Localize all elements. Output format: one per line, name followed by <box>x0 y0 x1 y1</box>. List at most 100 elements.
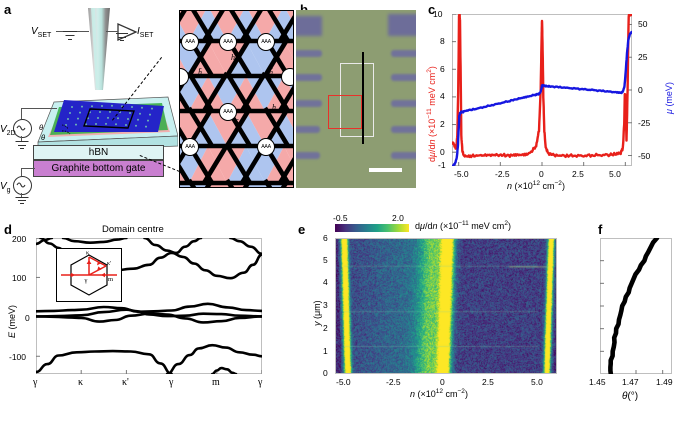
xtick-d: κ' <box>122 377 129 388</box>
xaxis-label-f: θ(°) <box>622 391 639 402</box>
xtick-f: 1.45 <box>589 377 606 387</box>
electrode-finger <box>391 100 416 107</box>
ground-symbol-iset <box>116 33 128 43</box>
electrode-finger <box>296 50 322 57</box>
ground-symbol-vset <box>63 31 77 43</box>
ytick2-c: 50 <box>638 19 648 29</box>
electrode-finger <box>296 126 320 133</box>
xtick-d: γ <box>169 377 174 388</box>
xtick-e: -5.0 <box>336 377 351 387</box>
electrode-pad-left <box>296 16 322 36</box>
vg-wire-b <box>21 193 23 197</box>
xtick-c: 5.0 <box>609 169 621 179</box>
ytick-e: 5 <box>323 255 328 265</box>
yaxis-label-c: dμ/dn (×10−11 meV cm2) <box>426 66 437 162</box>
domain-label-hbar: h̄ <box>269 68 273 77</box>
ytick-c: 6 <box>440 64 445 74</box>
xtick-e: 0 <box>440 377 445 387</box>
svg-text:m: m <box>108 276 113 283</box>
plot-area-c <box>452 14 632 166</box>
xtick-f: 1.49 <box>656 377 673 387</box>
ytick-d: -100 <box>9 352 27 362</box>
ytick-c: 8 <box>440 36 445 46</box>
panel-d-chart: Domain centre κ κ' γ m <box>7 224 262 388</box>
ground-symbol-vg <box>15 197 28 205</box>
xtick-c: 0 <box>539 169 544 179</box>
svg-text:κ: κ <box>86 250 90 257</box>
ytick2-c: 25 <box>638 52 648 62</box>
domain-label-hbar: h̄ <box>198 68 202 77</box>
aaa-site: AAA <box>257 138 275 156</box>
i-set-wire <box>106 31 118 33</box>
band-structure-d <box>36 238 262 374</box>
svg-text:γ: γ <box>84 277 88 284</box>
ground-symbol-v2d <box>15 141 28 152</box>
vg-wire-h <box>21 168 35 170</box>
panel-c-chart: 10 8 6 4 2 0 -1 50 25 0 -25 -50 -5.0 -2.… <box>426 9 674 191</box>
electrode-finger <box>391 74 416 81</box>
electrode-finger <box>296 152 320 159</box>
ytick2-c: 0 <box>638 85 643 95</box>
aaa-site: AAA <box>219 33 237 51</box>
panel-a: a VSET ISET <box>0 0 295 205</box>
ytick-d: 0 <box>25 313 30 323</box>
yaxis-label-e: y (μm) <box>312 300 322 326</box>
ytick-e: 6 <box>323 233 328 243</box>
xtick-d: κ <box>78 377 84 388</box>
xtick-e: -2.5 <box>386 377 401 387</box>
electrode-finger <box>391 50 416 57</box>
xtick-e: 2.5 <box>482 377 494 387</box>
domain-label-hbar: h̄ <box>235 119 239 128</box>
xtick-c: -2.5 <box>495 169 510 179</box>
panel-e-heatmap: 6 5 4 3 2 1 0 -5.0 -2.5 0 2.5 5.0 n (×10… <box>312 233 557 399</box>
aaa-site <box>281 68 293 86</box>
aaa-site: AAA <box>181 33 199 51</box>
ytick-e: 3 <box>323 300 328 310</box>
electrode-finger <box>391 126 416 133</box>
electrode-pad-right <box>388 14 416 36</box>
ytick-e: 4 <box>323 277 328 287</box>
plot-frame-e <box>335 238 557 374</box>
ytick-e: 0 <box>323 368 328 378</box>
xtick-c: -5.0 <box>454 169 469 179</box>
colorbar-min-label: -0.5 <box>333 213 348 223</box>
xtick-c: 2.5 <box>572 169 584 179</box>
ytick2-c: -50 <box>638 151 651 161</box>
electrode-finger <box>296 74 322 81</box>
v-g-label: Vg <box>0 181 11 194</box>
amplifier-icon <box>117 22 138 42</box>
v2d-wire-h <box>21 108 57 110</box>
theta-profile-f <box>600 238 664 374</box>
scale-bar <box>369 168 402 172</box>
hbn-layer: hBN <box>33 145 164 160</box>
ytick-d: 100 <box>12 273 27 283</box>
ytick-c: 2 <box>440 119 445 129</box>
colorbar-max-label: 2.0 <box>392 213 404 223</box>
scan-area-white-box <box>340 63 374 137</box>
heatmap-canvas-e <box>336 239 556 373</box>
xaxis-label-e: n (×1012 cm−2) <box>410 388 468 399</box>
panel-f-chart: 1.45 1.47 1.49 θ(°) <box>589 238 673 402</box>
theta-label-2: θ <box>41 133 46 142</box>
domain-label-h: h <box>204 103 208 112</box>
brillouin-zone-inset: κ κ' γ m <box>56 248 122 302</box>
panel-a-label: a <box>4 2 12 17</box>
ytick-e: 2 <box>323 323 328 333</box>
ytick-c: 10 <box>433 9 443 19</box>
v2d-wire-v <box>21 108 23 119</box>
ytick-e: 1 <box>323 346 328 356</box>
v2d-source-icon <box>13 119 32 138</box>
panel-f-label: f <box>598 222 603 237</box>
i-set-label: ISET <box>137 26 154 39</box>
domain-label-h: h <box>272 103 276 112</box>
xtick-f: 1.47 <box>622 377 639 387</box>
panel-d-title: Domain centre <box>102 224 164 235</box>
aaa-site: AAA <box>181 138 199 156</box>
xtick-d: γ <box>33 377 38 388</box>
device-stack <box>37 96 178 153</box>
moire-lattice-inset: AAA AAA AAA AAA AAA AAA h h̄ h̄ h h h̄ <box>179 10 294 188</box>
xtick-e: 5.0 <box>531 377 543 387</box>
xtick-d: γ <box>258 377 263 388</box>
vg-wire-v <box>21 168 23 176</box>
yaxis-label-d: E (meV) <box>7 304 17 338</box>
